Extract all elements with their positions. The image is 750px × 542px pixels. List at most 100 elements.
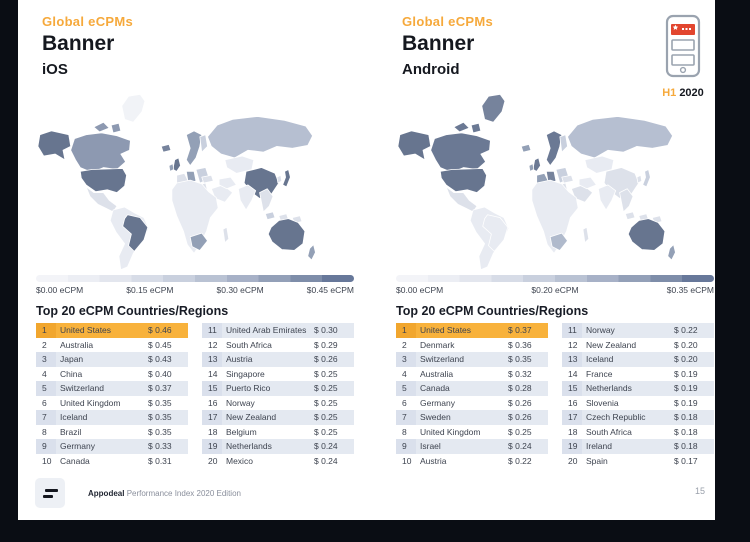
scale-label: $0.00 eCPM <box>36 285 84 295</box>
section-eyebrow: Global eCPMs <box>402 14 494 29</box>
table-row: 8 Brazil $ 0.35 <box>36 424 188 439</box>
section-eyebrow: Global eCPMs <box>42 14 134 29</box>
table-row: 2 Denmark $ 0.36 <box>396 337 548 352</box>
cell-country: New Zealand <box>586 339 637 350</box>
cell-country: Slovenia <box>586 397 619 408</box>
table-row: 11 Norway $ 0.22 <box>562 323 714 338</box>
cell-country: Austria <box>226 354 253 365</box>
cell-value: $ 0.46 <box>148 325 172 336</box>
map-country-us <box>79 168 127 193</box>
cell-rank: 17 <box>202 410 222 425</box>
cell-value: $ 0.33 <box>148 441 172 452</box>
map-country-canada <box>430 132 491 173</box>
cell-value: $ 0.28 <box>508 383 532 394</box>
table-row: 1 United States $ 0.46 <box>36 323 188 338</box>
cell-value: $ 0.25 <box>314 426 338 437</box>
table-row: 6 Germany $ 0.26 <box>396 395 548 410</box>
cell-rank: 7 <box>396 410 416 425</box>
table-row: 13 Austria $ 0.26 <box>202 352 354 367</box>
cell-value: $ 0.30 <box>314 325 338 336</box>
cell-value: $ 0.26 <box>508 412 532 423</box>
cell-rank: 9 <box>36 439 56 454</box>
cell-rank: 19 <box>562 439 582 454</box>
cell-rank: 12 <box>208 339 218 350</box>
map-country-us <box>439 168 487 193</box>
map-country-canada <box>70 132 131 173</box>
table-row: 20 Spain $ 0.17 <box>562 453 714 468</box>
cell-value: $ 0.25 <box>314 397 338 408</box>
map-country-alaska <box>397 130 432 161</box>
top20-table-ranks-11-20: 11 Norway $ 0.22 12 New Zealand $ 0.20 13 Icela… <box>562 323 714 468</box>
cell-rank: 10 <box>402 455 412 466</box>
table-row: 7 Sweden $ 0.26 <box>396 410 548 425</box>
map-country-indonesia <box>264 211 276 220</box>
cell-country: France <box>586 368 613 379</box>
cell-country: Austria <box>420 455 447 466</box>
platform-label: Android <box>402 61 460 78</box>
top20-table-ranks-1-10: 1 United States $ 0.46 2 Australia $ 0.45 3 Jap… <box>36 323 188 468</box>
map-country-madagascar <box>582 226 590 244</box>
table-title: Top 20 eCPM Countries/Regions <box>396 304 589 318</box>
platform-label: iOS <box>42 61 68 78</box>
panel-ios: Global eCPMs Banner iOS <box>36 0 354 468</box>
scale-label: $0.45 eCPM <box>306 285 354 295</box>
cell-country: Norway <box>226 397 255 408</box>
cell-country: Israel <box>420 441 441 452</box>
cell-value: $ 0.22 <box>508 455 532 466</box>
table-row: 8 United Kingdom $ 0.25 <box>396 424 548 439</box>
map-country-india <box>597 184 617 211</box>
table-row: 7 Iceland $ 0.35 <box>36 410 188 425</box>
map-country-iran <box>218 176 237 190</box>
cell-rank: 13 <box>202 352 222 367</box>
cell-country: Mexico <box>226 455 253 466</box>
cell-value: $ 0.20 <box>674 339 698 350</box>
cell-value: $ 0.19 <box>674 383 698 394</box>
footer-edition: Performance Index 2020 Edition <box>126 488 241 498</box>
map-country-canada-island <box>453 121 470 133</box>
cell-country: Netherlands <box>586 383 632 394</box>
cell-value: $ 0.40 <box>148 368 172 379</box>
table-row: 10 Canada $ 0.31 <box>36 453 188 468</box>
map-country-nz <box>667 244 676 261</box>
map-country-japan <box>642 169 651 188</box>
table-row: 15 Netherlands $ 0.19 <box>562 381 714 396</box>
cell-country: Germany <box>60 441 95 452</box>
table-row: 19 Ireland $ 0.18 <box>562 439 714 454</box>
table-row: 20 Mexico $ 0.24 <box>202 453 354 468</box>
table-row: 19 Netherlands $ 0.24 <box>202 439 354 454</box>
appodeal-logo-icon <box>35 478 65 508</box>
scale-label: $0.30 eCPM <box>216 285 264 295</box>
cell-rank: 18 <box>208 426 218 437</box>
cell-rank: 18 <box>568 426 578 437</box>
world-map-android <box>397 93 676 271</box>
cell-country: Japan <box>60 354 84 365</box>
table-row: 3 Switzerland $ 0.35 <box>396 352 548 367</box>
scale-label: $0.15 eCPM <box>126 285 174 295</box>
scale-label: $0.20 eCPM <box>531 285 579 295</box>
cell-rank: 17 <box>562 410 582 425</box>
map-country-iran <box>578 176 597 190</box>
page-number: 15 <box>694 486 705 496</box>
cell-country: Australia <box>420 368 454 379</box>
cell-country: United States <box>420 325 472 336</box>
cell-rank: 1 <box>36 323 56 338</box>
cell-rank: 20 <box>208 455 218 466</box>
cell-country: Iceland <box>60 412 88 423</box>
cell-value: $ 0.26 <box>314 354 338 365</box>
cell-country: United Kingdom <box>60 397 121 408</box>
map-country-mexico <box>85 186 118 213</box>
period-year: 2020 <box>679 87 704 99</box>
table-row: 5 Switzerland $ 0.37 <box>36 381 188 396</box>
ecpm-scale-labels: $0.00 eCPM $0.20 eCPM $0.35 eCPM <box>396 285 714 295</box>
map-country-canada-island <box>470 122 482 134</box>
footer: Appodeal Performance Index 2020 Edition <box>35 478 241 508</box>
cell-value: $ 0.25 <box>314 368 338 379</box>
top20-table-ranks-11-20: 11 United Arab Emirates $ 0.30 12 South Afri… <box>202 323 354 468</box>
table-row: 2 Australia $ 0.45 <box>36 337 188 352</box>
cell-country: Puerto Rico <box>226 383 271 394</box>
footer-brand: Appodeal <box>88 488 125 498</box>
scale-label: $0.00 eCPM <box>396 285 444 295</box>
table-row: 4 China $ 0.40 <box>36 366 188 381</box>
panel-android: Global eCPMs Banner Android <box>396 0 714 468</box>
cell-rank: 12 <box>568 339 578 350</box>
